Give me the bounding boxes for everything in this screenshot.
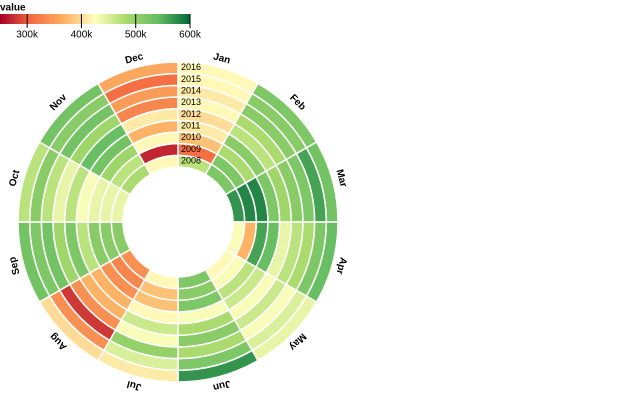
colorbar-tick-label: 600k [179,30,202,41]
month-label: Jan [212,51,231,66]
year-label: 2016 [181,62,201,72]
month-label: Mar [333,168,348,188]
year-label: 2013 [181,97,201,107]
month-label: Jul [126,378,143,392]
month-label: Sep [7,255,22,276]
year-label: 2010 [181,132,201,142]
year-label: 2009 [181,144,201,154]
year-label: 2011 [181,121,200,131]
legend-title: value [0,3,26,14]
year-label: 2012 [181,109,201,119]
year-label: 2015 [181,74,201,84]
heat-cell [96,61,179,95]
colorbar-tick-label: 300k [16,30,39,41]
month-label: Apr [334,256,349,276]
month-label: Jun [212,377,232,392]
colorbar-tick-label: 500k [125,30,148,41]
colorbar-tick-label: 400k [71,30,94,41]
year-label: 2008 [181,156,201,166]
month-label: Dec [124,51,145,66]
year-label: 2014 [181,86,201,96]
colorbar [0,14,190,24]
month-label: Oct [7,168,22,188]
